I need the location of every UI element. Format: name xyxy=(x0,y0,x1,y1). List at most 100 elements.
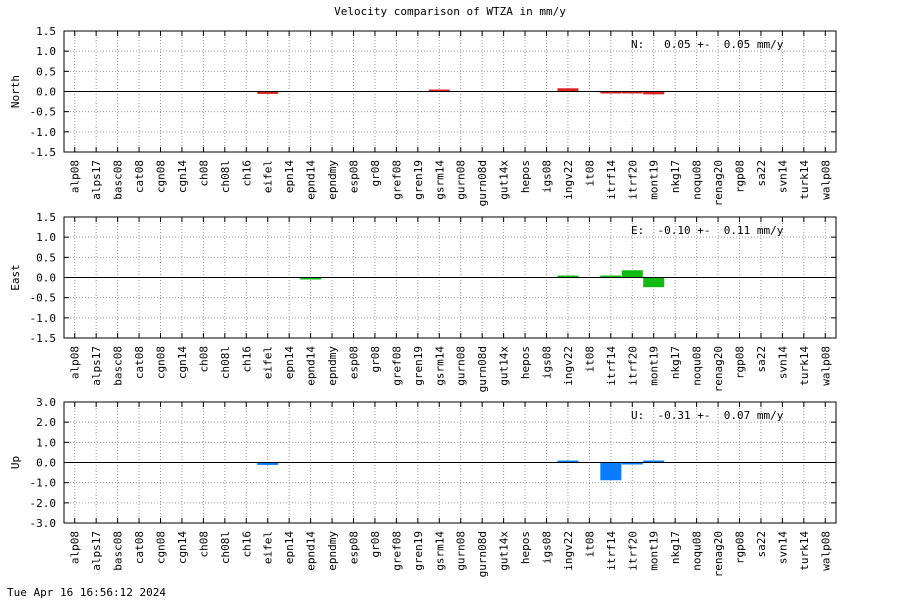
x-tick-label: walp08 xyxy=(819,160,832,200)
x-tick-label: ch08l xyxy=(219,160,232,193)
x-tick-label: cat08 xyxy=(133,531,146,564)
bar-mont19 xyxy=(643,277,665,288)
x-tick-label: it08 xyxy=(583,160,596,187)
y-axis-label: Up xyxy=(9,456,22,469)
x-tick-label: epn14 xyxy=(283,160,296,193)
y-tick-label: 1.0 xyxy=(36,436,56,449)
x-tick-label: mont19 xyxy=(648,160,661,200)
x-tick-label: rgp08 xyxy=(734,531,747,564)
x-tick-label: noqu08 xyxy=(691,531,704,571)
bar-itrf20 xyxy=(621,270,643,278)
x-tick-label: alp08 xyxy=(69,531,82,564)
x-tick-label: gr08 xyxy=(369,346,382,373)
x-tick-label: basc08 xyxy=(112,160,125,200)
x-tick-label: itrf20 xyxy=(626,346,639,386)
y-tick-label: 3.0 xyxy=(36,396,56,409)
x-tick-label: ch08 xyxy=(197,346,210,373)
x-tick-label: itrf20 xyxy=(626,160,639,200)
y-tick-label: 0.0 xyxy=(36,272,56,285)
x-tick-label: ch16 xyxy=(240,160,253,187)
x-tick-label: gut14x xyxy=(498,160,511,200)
x-tick-label: gref08 xyxy=(390,531,403,571)
x-tick-label: turk14 xyxy=(798,531,811,571)
x-tick-label: rgp08 xyxy=(734,346,747,379)
x-tick-label: gren19 xyxy=(412,346,425,386)
y-tick-label: 0.5 xyxy=(36,251,56,264)
y-tick-label: -2.0 xyxy=(30,497,57,510)
bar-eifel xyxy=(257,91,279,94)
x-tick-label: gref08 xyxy=(390,160,403,200)
bar-ingv22 xyxy=(557,275,579,278)
x-tick-label: alps17 xyxy=(90,531,103,571)
x-tick-label: epnd14 xyxy=(305,160,318,200)
x-tick-label: svn14 xyxy=(776,531,789,564)
x-tick-label: esp08 xyxy=(348,160,361,193)
x-tick-label: eifel xyxy=(262,531,275,564)
y-tick-label: -0.5 xyxy=(30,106,57,119)
x-tick-label: turk14 xyxy=(798,346,811,386)
x-tick-label: epnd14 xyxy=(305,531,318,571)
stat-annotation: U: -0.31 +- 0.07 mm/y xyxy=(631,409,784,422)
x-tick-label: gsrm14 xyxy=(433,531,446,571)
x-tick-label: ch16 xyxy=(240,531,253,558)
x-tick-label: ingv22 xyxy=(562,160,575,200)
x-tick-label: cgn08 xyxy=(155,531,168,564)
x-tick-label: gsrm14 xyxy=(433,160,446,200)
x-tick-label: hepos xyxy=(519,160,532,193)
x-tick-label: gr08 xyxy=(369,160,382,187)
x-tick-label: igs08 xyxy=(541,346,554,379)
y-tick-label: -1.5 xyxy=(30,332,57,345)
x-tick-label: gurn08 xyxy=(455,531,468,571)
x-tick-label: gut14x xyxy=(498,531,511,571)
x-tick-label: walp08 xyxy=(819,531,832,571)
y-axis-label: North xyxy=(9,75,22,108)
x-tick-label: gurn08 xyxy=(455,160,468,200)
y-tick-label: 1.0 xyxy=(36,45,56,58)
x-tick-label: epndmy xyxy=(326,531,339,571)
bar-itrf14 xyxy=(600,462,622,481)
plot-frame xyxy=(63,401,837,524)
y-tick-label: -0.5 xyxy=(30,292,57,305)
x-tick-label: cat08 xyxy=(133,160,146,193)
y-tick-label: 1.0 xyxy=(36,231,56,244)
x-tick-label: ch16 xyxy=(240,346,253,373)
x-tick-label: igs08 xyxy=(541,160,554,193)
x-tick-label: gren19 xyxy=(412,531,425,571)
bar-mont19 xyxy=(643,460,665,463)
x-tick-label: epndmy xyxy=(326,346,339,386)
x-tick-label: itrf14 xyxy=(605,160,618,200)
x-tick-label: eifel xyxy=(262,346,275,379)
x-tick-label: alp08 xyxy=(69,160,82,193)
x-tick-label: ingv22 xyxy=(562,531,575,571)
y-tick-label: -1.0 xyxy=(30,126,57,139)
x-tick-label: walp08 xyxy=(819,346,832,386)
x-tick-label: gren19 xyxy=(412,160,425,200)
x-tick-label: rgp08 xyxy=(734,160,747,193)
bar-epnd14 xyxy=(300,277,322,280)
x-tick-label: sa22 xyxy=(755,346,768,373)
x-tick-label: itrf14 xyxy=(605,346,618,386)
x-tick-label: epnd14 xyxy=(305,346,318,386)
x-tick-label: nkg17 xyxy=(669,531,682,564)
x-tick-label: alp08 xyxy=(69,346,82,379)
x-tick-label: gut14x xyxy=(498,346,511,386)
x-tick-label: renag20 xyxy=(712,346,725,392)
stat-annotation: N: 0.05 +- 0.05 mm/y xyxy=(631,38,784,51)
x-tick-label: epn14 xyxy=(283,346,296,379)
x-tick-label: renag20 xyxy=(712,531,725,577)
x-tick-label: cgn14 xyxy=(176,346,189,379)
x-tick-label: gr08 xyxy=(369,531,382,558)
bar-gsrm14 xyxy=(428,89,450,92)
x-tick-label: nkg17 xyxy=(669,346,682,379)
chart-panel-north: -1.5 -1.0 -0.5 0.0 0.5 1.0 1.5 alp08 alps17 basc0… xyxy=(9,25,837,206)
x-tick-label: cgn14 xyxy=(176,531,189,564)
x-tick-label: gurn08 xyxy=(455,346,468,386)
bar-ingv22 xyxy=(557,88,579,92)
x-tick-label: epn14 xyxy=(283,531,296,564)
x-tick-label: noqu08 xyxy=(691,346,704,386)
x-tick-label: it08 xyxy=(583,346,596,373)
x-tick-label: noqu08 xyxy=(691,160,704,200)
x-tick-label: ch08l xyxy=(219,531,232,564)
x-tick-label: eifel xyxy=(262,160,275,193)
x-tick-label: gurn08d xyxy=(476,531,489,577)
